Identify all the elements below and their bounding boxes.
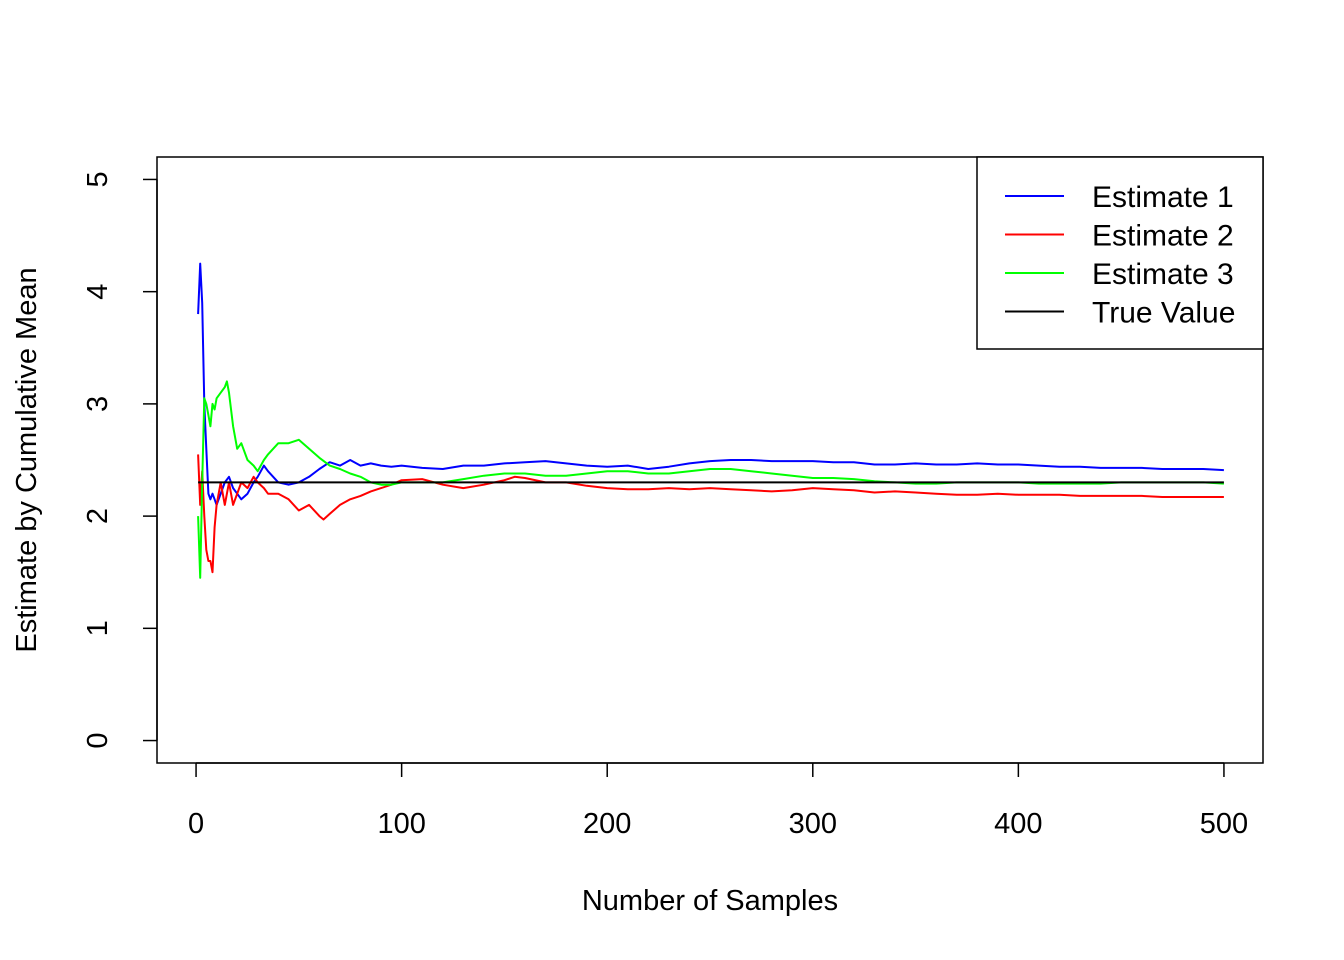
x-tick-label: 300 <box>789 808 837 840</box>
legend: Estimate 1 Estimate 2 Estimate 3 True Value <box>976 156 1264 350</box>
legend-label-estimate-1: Estimate 1 <box>1092 181 1234 214</box>
y-tick-label: 3 <box>82 396 114 412</box>
legend-box <box>976 156 1264 350</box>
x-tick-label: 0 <box>188 808 204 840</box>
y-tick-label: 4 <box>82 284 114 300</box>
series-line-estimate-1 <box>197 262 1224 506</box>
legend-label-estimate-2: Estimate 2 <box>1092 220 1234 253</box>
x-tick-label: 200 <box>583 808 631 840</box>
series-line-estimate-3 <box>197 380 1224 579</box>
legend-label-true-value: True Value <box>1092 297 1235 330</box>
y-axis-title: Estimate by Cumulative Mean <box>11 267 43 652</box>
x-axis-title: Number of Samples <box>582 885 838 917</box>
y-tick-label: 5 <box>82 171 114 187</box>
y-tick-label: 0 <box>82 732 114 748</box>
series-line-estimate-2 <box>197 454 1224 574</box>
x-tick-label: 100 <box>377 808 425 840</box>
legend-label-estimate-3: Estimate 3 <box>1092 258 1234 291</box>
series-lines <box>197 262 1224 579</box>
y-tick-label: 2 <box>82 508 114 524</box>
y-axis: 0 1 2 3 4 5 <box>82 171 158 749</box>
x-tick-label: 500 <box>1200 808 1248 840</box>
x-axis: 0 100 200 300 400 500 <box>188 762 1248 840</box>
x-tick-label: 400 <box>994 808 1042 840</box>
y-tick-label: 1 <box>82 620 114 636</box>
